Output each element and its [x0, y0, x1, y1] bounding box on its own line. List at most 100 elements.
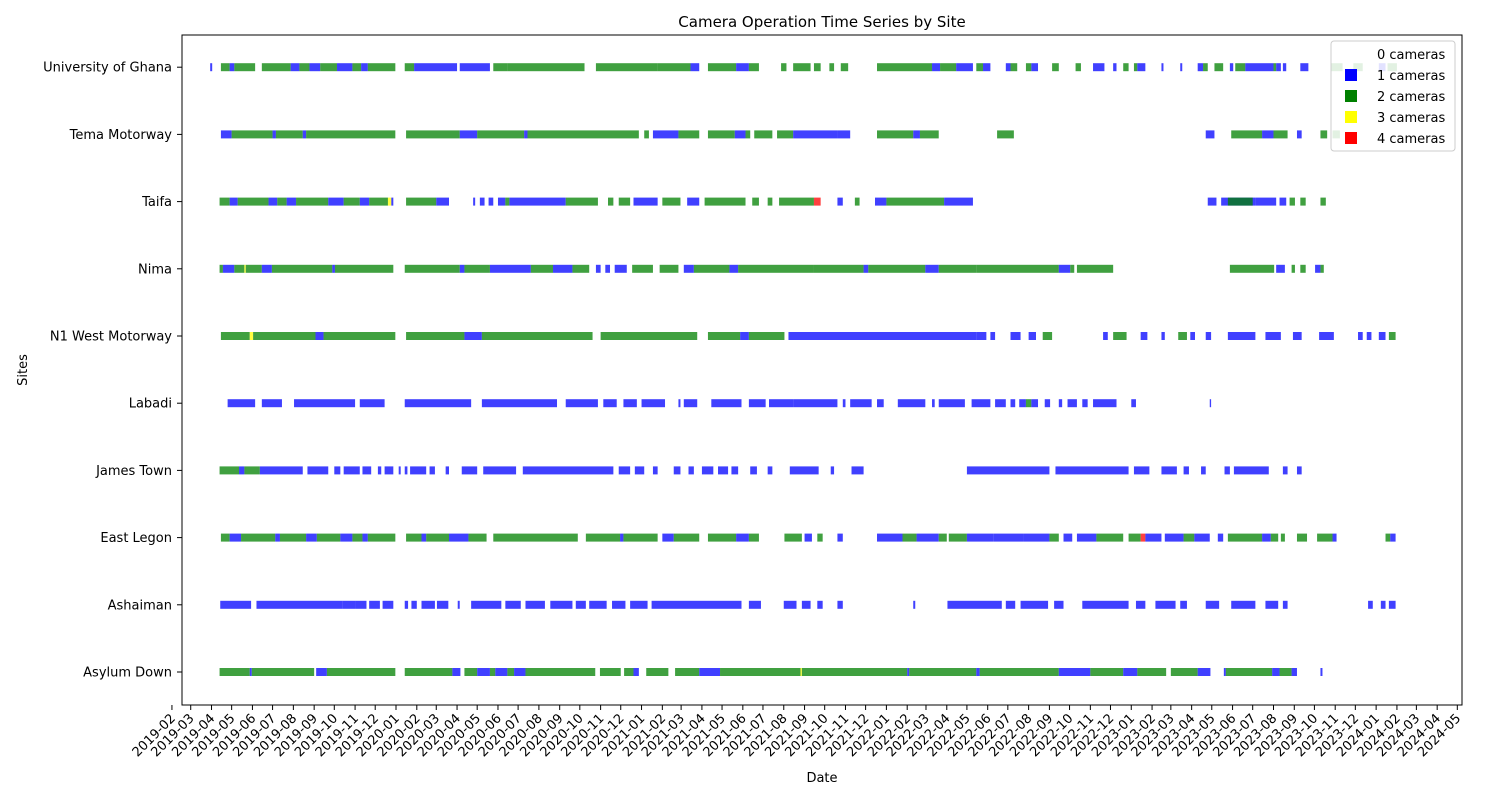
timeline-segment: [932, 399, 935, 408]
timeline-segment: [219, 197, 230, 206]
timeline-segment: [1227, 533, 1263, 542]
timeline-segment: [875, 197, 887, 206]
timeline-segment: [505, 197, 510, 206]
timeline-segment: [612, 600, 626, 609]
timeline-segment: [983, 63, 991, 72]
timeline-segment: [1058, 668, 1091, 676]
timeline-segment: [459, 63, 490, 72]
timeline-segment: [377, 466, 382, 475]
timeline-segment: [1197, 668, 1211, 676]
timeline-segment: [678, 130, 700, 139]
timeline-segment: [1170, 668, 1198, 676]
timeline-segment: [624, 668, 634, 676]
timeline-segment: [275, 533, 280, 542]
timeline-segment: [1227, 197, 1253, 206]
timeline-segment: [600, 332, 698, 340]
timeline-segment: [793, 130, 838, 139]
timeline-segment: [683, 399, 698, 408]
timeline-segment: [902, 533, 917, 542]
timeline-segment: [507, 668, 515, 676]
timeline-segment: [406, 332, 465, 340]
timeline-segment: [748, 332, 785, 340]
timeline-segment: [618, 197, 631, 206]
timeline-segment: [614, 264, 627, 273]
timeline-segment: [1276, 63, 1281, 72]
timeline-segment: [736, 533, 749, 542]
timeline-segment: [359, 399, 385, 408]
timeline-segment: [623, 399, 637, 408]
timeline-segment: [877, 399, 884, 408]
timeline-segment: [995, 399, 1006, 408]
timeline-segment: [229, 533, 242, 542]
timeline-segment: [493, 63, 508, 72]
timeline-segment: [1207, 197, 1217, 206]
timeline-segment: [429, 466, 435, 475]
site-row-ashaiman: [220, 600, 1396, 609]
timeline-segment: [1076, 533, 1097, 542]
timeline-segment: [646, 668, 669, 676]
timeline-segment: [850, 399, 872, 408]
timeline-segment: [245, 264, 262, 273]
site-row-university-of-ghana: [210, 63, 1397, 72]
timeline-segment: [687, 197, 700, 206]
timeline-segment: [1255, 197, 1277, 206]
timeline-segment: [1197, 63, 1204, 72]
legend-swatch: [1345, 90, 1357, 102]
timeline-segment: [404, 600, 409, 609]
timeline-segment: [1388, 600, 1396, 609]
timeline-segment: [1300, 197, 1306, 206]
timeline-segment: [290, 63, 300, 72]
timeline-segment: [595, 63, 658, 72]
timeline-segment: [464, 668, 478, 676]
y-axis: Asylum Down Ashaiman East Legon James Town L…: [43, 61, 182, 681]
timeline-segment: [1133, 466, 1150, 475]
timeline-segment: [1292, 332, 1302, 340]
timeline-segment: [299, 63, 310, 72]
timeline-segment: [1131, 399, 1136, 408]
timeline-segment: [777, 130, 794, 139]
timeline-segment: [699, 668, 721, 676]
timeline-segment: [1140, 533, 1146, 542]
timeline-segment: [1103, 332, 1108, 340]
timeline-segment: [1128, 533, 1141, 542]
segments-layer: [210, 63, 1397, 676]
timeline-segment: [1317, 533, 1333, 542]
timeline-segment: [505, 600, 521, 609]
timeline-segment: [550, 600, 573, 609]
chart-title: Camera Operation Time Series by Site: [678, 13, 965, 31]
site-row-nima: [219, 264, 1324, 273]
timeline-segment: [789, 466, 819, 475]
site-row-asylum-down: [219, 668, 1323, 676]
timeline-segment: [966, 466, 1050, 475]
timeline-segment: [527, 533, 578, 542]
timeline-segment: [1273, 63, 1277, 72]
timeline-segment: [813, 197, 821, 206]
timeline-segment: [599, 668, 621, 676]
timeline-segment: [813, 63, 821, 72]
timeline-segment: [736, 63, 749, 72]
timeline-segment: [817, 533, 823, 542]
timeline-segment: [261, 399, 282, 408]
timeline-segment: [522, 466, 614, 475]
timeline-segment: [1096, 533, 1124, 542]
timeline-segment: [623, 533, 658, 542]
timeline-segment: [244, 264, 246, 273]
timeline-segment: [436, 600, 449, 609]
y-tick-label: Nima: [138, 262, 172, 277]
timeline-segment: [641, 399, 666, 408]
timeline-segment: [1262, 130, 1274, 139]
timeline-segment: [1332, 533, 1337, 542]
timeline-segment: [1279, 668, 1292, 676]
timeline-segment: [237, 197, 269, 206]
timeline-segment: [673, 466, 681, 475]
timeline-segment: [993, 533, 1024, 542]
timeline-segment: [863, 264, 869, 273]
timeline-segment: [449, 533, 469, 542]
timeline-segment: [509, 197, 566, 206]
timeline-segment: [1320, 668, 1323, 676]
timeline-segment: [1076, 264, 1114, 273]
timeline-segment: [854, 197, 860, 206]
timeline-segment: [997, 130, 1014, 139]
legend-label: 2 cameras: [1377, 90, 1445, 105]
timeline-segment: [406, 197, 437, 206]
